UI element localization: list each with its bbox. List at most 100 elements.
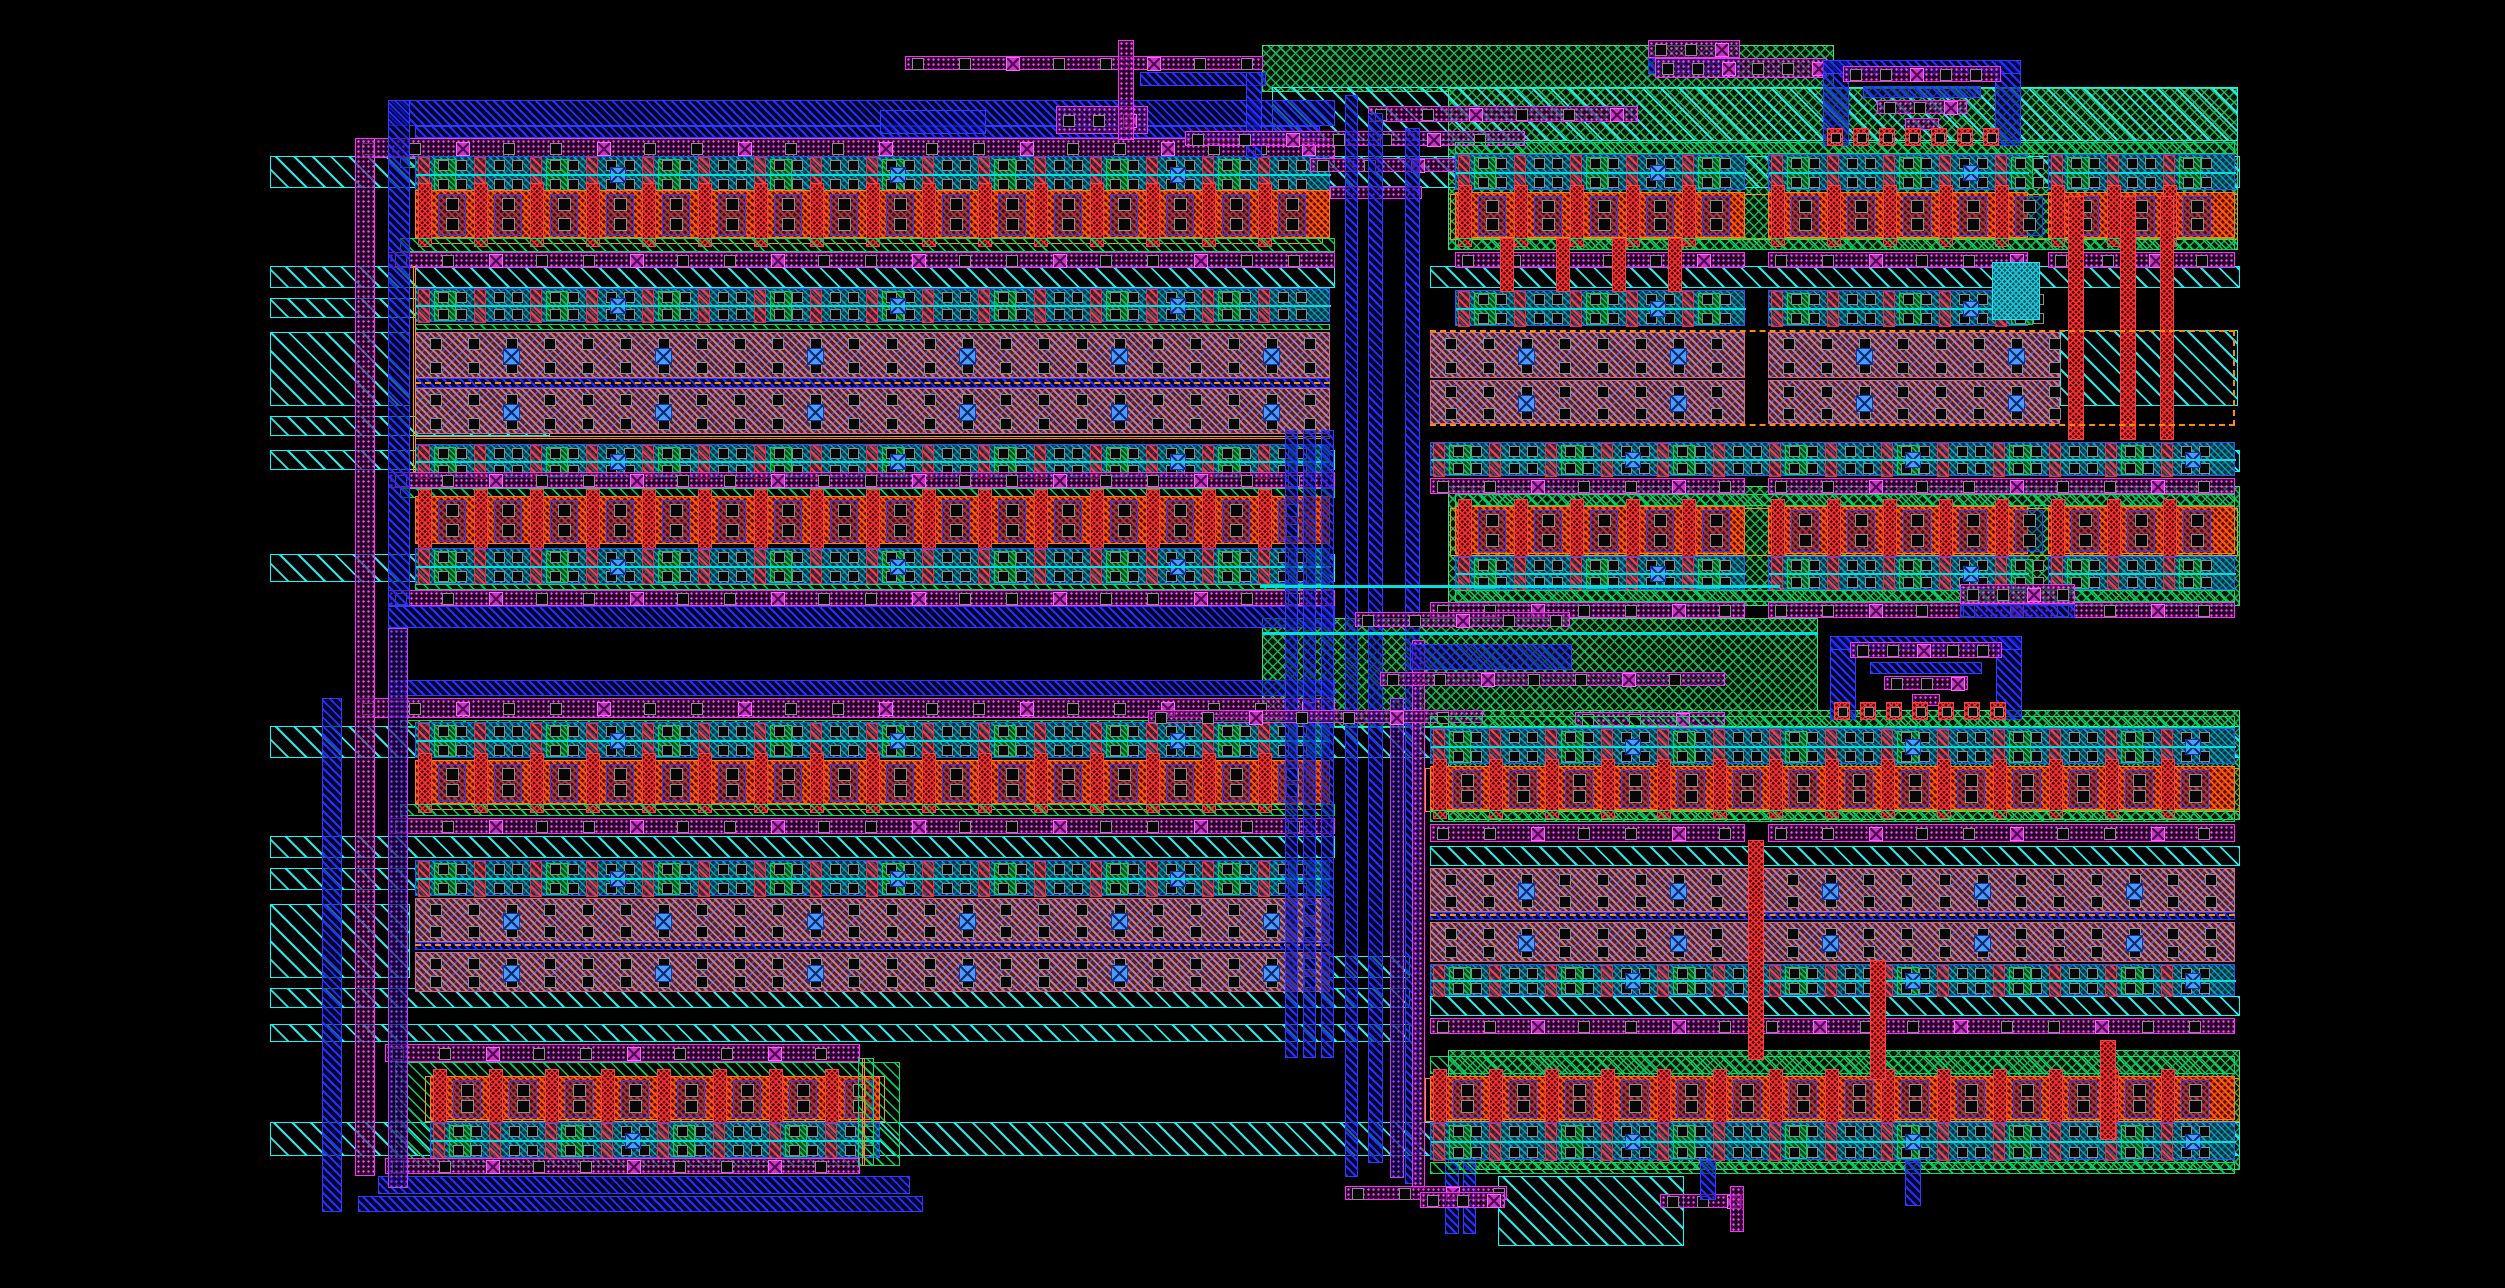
- via-m2: [1822, 935, 1839, 952]
- contact: [1190, 418, 1202, 430]
- via-m3: [2027, 588, 2041, 602]
- contact-box: [1534, 196, 1562, 236]
- contact: [1054, 883, 1065, 894]
- contact: [1110, 292, 1121, 303]
- contact: [662, 292, 673, 303]
- contact: [1240, 179, 1251, 190]
- contact: [2104, 828, 2116, 840]
- contact: [998, 864, 1009, 875]
- contact: [680, 883, 691, 894]
- contact: [2015, 896, 2027, 908]
- m3-strip: [1430, 824, 1745, 842]
- contact: [1228, 958, 1240, 970]
- contact: [724, 255, 736, 267]
- contact-box: [1847, 510, 1875, 552]
- contact: [1597, 338, 1609, 350]
- via-m2: [1518, 395, 1535, 412]
- contact: [1863, 463, 1874, 474]
- contact: [662, 883, 673, 894]
- contact: [1067, 143, 1079, 155]
- contact: [1093, 115, 1105, 127]
- contact: [1639, 446, 1650, 457]
- contact: [886, 926, 898, 938]
- contact: [1677, 751, 1688, 762]
- contact: [1484, 1021, 1496, 1033]
- contact: [468, 418, 480, 430]
- poly-bar: [1034, 753, 1048, 813]
- contact: [1608, 294, 1619, 305]
- contact: [550, 448, 561, 459]
- contact: [1797, 790, 1810, 803]
- contact: [848, 726, 859, 737]
- pdiff-row: [415, 898, 1330, 942]
- contact: [1853, 774, 1866, 787]
- contact-box: [2013, 770, 2041, 808]
- contact: [1783, 362, 1795, 374]
- contact: [1471, 983, 1482, 994]
- contact: [439, 1048, 451, 1060]
- contact: [950, 524, 963, 537]
- contact: [558, 504, 571, 517]
- contact: [1909, 133, 1919, 143]
- contact: [2205, 896, 2217, 908]
- contact: [724, 821, 736, 833]
- contact: [1202, 711, 1214, 724]
- via-m3: [2010, 827, 2024, 841]
- contact: [1016, 292, 1027, 303]
- contact-box: [606, 500, 634, 542]
- contact: [502, 768, 515, 781]
- contact: [1677, 1147, 1688, 1158]
- contact: [2167, 928, 2179, 940]
- contact: [1957, 751, 1968, 762]
- contact: [1240, 883, 1251, 894]
- contact: [2201, 177, 2212, 188]
- contact: [1598, 514, 1611, 527]
- contact: [1578, 1021, 1590, 1033]
- contact-box: [1509, 1080, 1537, 1118]
- via-m3: [1672, 480, 1686, 494]
- via-m3: [630, 820, 644, 834]
- contact: [1072, 883, 1083, 894]
- contact: [924, 926, 936, 938]
- contact: [1062, 768, 1075, 781]
- contact: [1528, 674, 1540, 686]
- contact: [544, 338, 556, 350]
- contact: [718, 448, 729, 459]
- contact: [409, 703, 421, 715]
- poly-col: [1612, 238, 1626, 292]
- contact: [1100, 475, 1112, 487]
- contact-box: [718, 194, 746, 236]
- nmos-row: [2048, 556, 2236, 591]
- m1-centerline: [2049, 573, 2236, 575]
- via-m3: [486, 1047, 500, 1061]
- contact: [502, 198, 515, 211]
- green-band: [1455, 238, 2235, 250]
- contact: [1016, 864, 1027, 875]
- contact: [1702, 313, 1713, 324]
- comb-m3-strip: [1905, 118, 1939, 130]
- contact: [1304, 418, 1316, 430]
- poly-bar: [1827, 185, 1841, 247]
- contact: [468, 338, 480, 350]
- contact: [2125, 446, 2136, 457]
- contact: [1590, 294, 1601, 305]
- contact: [544, 394, 556, 406]
- contact: [1903, 560, 1914, 571]
- m2-tail-v: [1700, 1160, 1716, 1200]
- m1-rail-l2: [270, 266, 1335, 288]
- contact: [942, 745, 953, 756]
- m1-centerline: [416, 305, 1331, 307]
- contact: [904, 726, 915, 737]
- m2-band-bot1: [378, 1176, 910, 1194]
- contact: [2033, 560, 2044, 571]
- contact: [838, 524, 851, 537]
- contact-box: [2127, 510, 2155, 552]
- contact: [2049, 386, 2061, 398]
- contact: [1702, 294, 1713, 305]
- contact: [430, 338, 442, 350]
- contact: [1957, 983, 1968, 994]
- contact: [1222, 745, 1233, 756]
- contact: [1288, 255, 1300, 267]
- poly-bar: [1545, 1069, 1559, 1129]
